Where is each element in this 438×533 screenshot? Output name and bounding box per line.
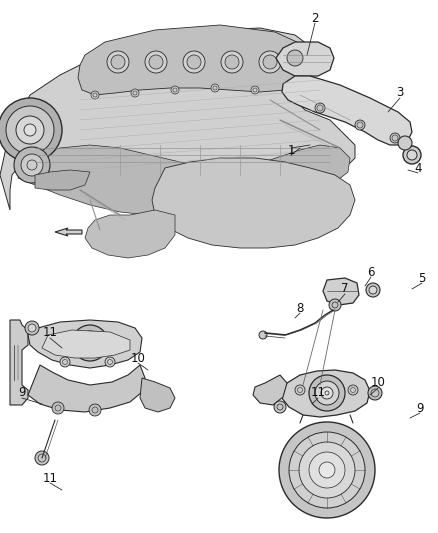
Circle shape bbox=[366, 283, 380, 297]
Polygon shape bbox=[0, 28, 355, 210]
Circle shape bbox=[105, 357, 115, 367]
Polygon shape bbox=[140, 378, 175, 412]
Circle shape bbox=[295, 385, 305, 395]
Polygon shape bbox=[282, 76, 412, 145]
Circle shape bbox=[309, 375, 345, 411]
Circle shape bbox=[183, 51, 205, 73]
Text: 1: 1 bbox=[287, 143, 295, 157]
Circle shape bbox=[299, 442, 355, 498]
Circle shape bbox=[72, 325, 108, 361]
Circle shape bbox=[315, 381, 339, 405]
Text: 3: 3 bbox=[396, 86, 404, 100]
Text: 11: 11 bbox=[42, 472, 57, 484]
Polygon shape bbox=[253, 375, 287, 405]
Text: 8: 8 bbox=[297, 302, 304, 314]
Circle shape bbox=[329, 299, 341, 311]
Circle shape bbox=[263, 55, 277, 69]
Text: 2: 2 bbox=[311, 12, 319, 25]
Circle shape bbox=[111, 55, 125, 69]
Circle shape bbox=[0, 98, 62, 162]
Polygon shape bbox=[78, 25, 318, 95]
Polygon shape bbox=[35, 170, 90, 190]
Circle shape bbox=[287, 50, 303, 66]
Circle shape bbox=[368, 386, 382, 400]
Polygon shape bbox=[152, 158, 355, 248]
Circle shape bbox=[321, 387, 333, 399]
Polygon shape bbox=[85, 210, 175, 258]
Circle shape bbox=[211, 84, 219, 92]
Circle shape bbox=[52, 402, 64, 414]
Circle shape bbox=[225, 55, 239, 69]
Circle shape bbox=[279, 422, 375, 518]
Circle shape bbox=[289, 432, 365, 508]
Text: 10: 10 bbox=[131, 351, 145, 365]
Polygon shape bbox=[276, 42, 334, 76]
Text: 4: 4 bbox=[414, 161, 422, 174]
Circle shape bbox=[78, 331, 102, 355]
Text: 6: 6 bbox=[367, 265, 375, 279]
Polygon shape bbox=[28, 365, 145, 412]
Circle shape bbox=[35, 451, 49, 465]
Circle shape bbox=[390, 133, 400, 143]
Circle shape bbox=[60, 357, 70, 367]
Circle shape bbox=[251, 86, 259, 94]
Circle shape bbox=[145, 51, 167, 73]
Circle shape bbox=[6, 106, 54, 154]
Polygon shape bbox=[10, 320, 28, 405]
Circle shape bbox=[91, 91, 99, 99]
Circle shape bbox=[84, 337, 96, 349]
Polygon shape bbox=[55, 228, 82, 236]
Circle shape bbox=[25, 321, 39, 335]
Polygon shape bbox=[42, 330, 130, 358]
Circle shape bbox=[131, 89, 139, 97]
Text: 9: 9 bbox=[416, 401, 424, 415]
Circle shape bbox=[187, 55, 201, 69]
Circle shape bbox=[28, 324, 36, 332]
Polygon shape bbox=[28, 320, 142, 368]
Circle shape bbox=[403, 146, 421, 164]
Text: 11: 11 bbox=[42, 327, 57, 340]
Circle shape bbox=[24, 124, 36, 136]
Text: 9: 9 bbox=[18, 386, 26, 400]
Circle shape bbox=[149, 55, 163, 69]
Text: 11: 11 bbox=[311, 386, 325, 400]
Circle shape bbox=[259, 51, 281, 73]
Circle shape bbox=[221, 51, 243, 73]
Text: 10: 10 bbox=[371, 376, 385, 390]
Circle shape bbox=[21, 154, 43, 176]
Circle shape bbox=[369, 286, 377, 294]
Circle shape bbox=[274, 401, 286, 413]
Circle shape bbox=[355, 120, 365, 130]
Circle shape bbox=[171, 86, 179, 94]
Circle shape bbox=[315, 103, 325, 113]
Circle shape bbox=[89, 404, 101, 416]
Circle shape bbox=[348, 385, 358, 395]
Polygon shape bbox=[281, 370, 370, 417]
Circle shape bbox=[288, 86, 296, 94]
Polygon shape bbox=[323, 278, 359, 305]
Circle shape bbox=[309, 452, 345, 488]
Text: 7: 7 bbox=[341, 282, 349, 295]
Circle shape bbox=[398, 136, 412, 150]
Polygon shape bbox=[18, 145, 350, 215]
Circle shape bbox=[107, 51, 129, 73]
Circle shape bbox=[407, 150, 417, 160]
Text: 5: 5 bbox=[418, 271, 426, 285]
Circle shape bbox=[14, 147, 50, 183]
Circle shape bbox=[319, 462, 335, 478]
Circle shape bbox=[16, 116, 44, 144]
Circle shape bbox=[259, 331, 267, 339]
